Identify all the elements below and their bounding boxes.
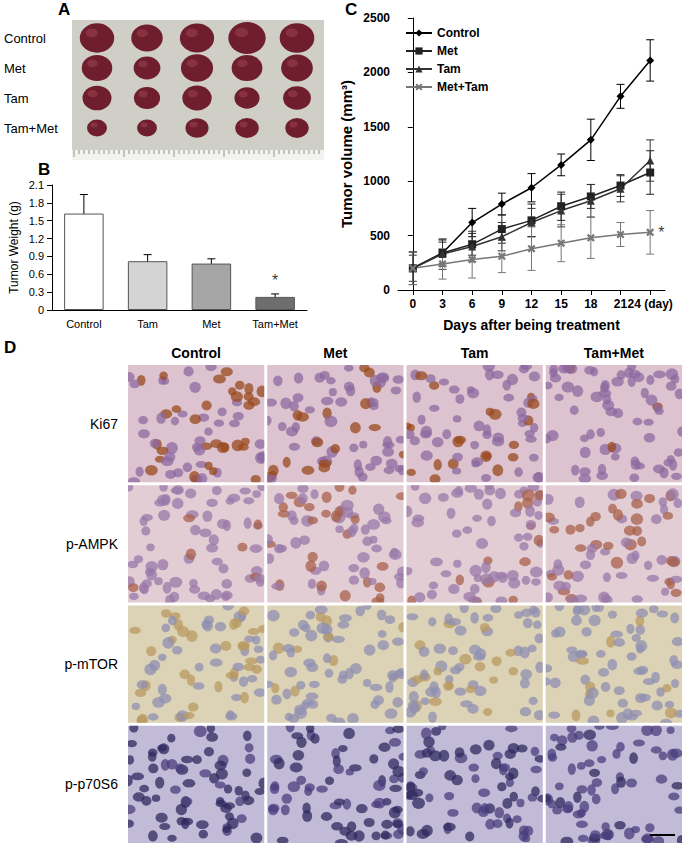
- html-text:D: D: [4, 338, 17, 357]
- svg-text:Met: Met: [4, 61, 26, 76]
- html-text:C: C: [345, 0, 358, 19]
- svg-text:Control: Control: [437, 26, 480, 40]
- svg-text:Met: Met: [202, 318, 220, 330]
- svg-text:Ki67: Ki67: [90, 416, 118, 432]
- svg-text:*: *: [272, 272, 278, 289]
- svg-text:0.3: 0.3: [29, 286, 44, 298]
- svg-text:2.1: 2.1: [29, 179, 44, 191]
- svg-text:1.8: 1.8: [29, 197, 44, 209]
- svg-text:0: 0: [383, 283, 390, 297]
- svg-text:*: *: [658, 224, 664, 241]
- svg-text:Tam+Met: Tam+Met: [252, 318, 298, 330]
- svg-text:1.5: 1.5: [29, 215, 44, 227]
- svg-text:15: 15: [554, 297, 568, 311]
- svg-text:Met+Tam: Met+Tam: [437, 80, 488, 94]
- svg-text:p-AMPK: p-AMPK: [66, 536, 119, 552]
- svg-text:500: 500: [370, 229, 390, 243]
- svg-text:1500: 1500: [363, 120, 390, 134]
- svg-text:Control: Control: [66, 318, 101, 330]
- svg-text:Tam+Met: Tam+Met: [584, 345, 644, 361]
- svg-text:1.2: 1.2: [29, 233, 44, 245]
- svg-text:Control: Control: [4, 31, 46, 46]
- svg-text:12: 12: [525, 297, 539, 311]
- svg-text:2500: 2500: [363, 11, 390, 25]
- svg-text:6: 6: [469, 297, 476, 311]
- svg-text:Met: Met: [437, 44, 458, 58]
- svg-text:0: 0: [38, 304, 44, 316]
- svg-text:Tam: Tam: [461, 345, 489, 361]
- svg-text:1000: 1000: [363, 174, 390, 188]
- svg-text:Tumor Weight (g): Tumor Weight (g): [7, 201, 21, 294]
- svg-text:Tam: Tam: [437, 62, 461, 76]
- svg-text:2000: 2000: [363, 65, 390, 79]
- html-text:B: B: [38, 160, 51, 179]
- svg-text:0.9: 0.9: [29, 250, 44, 262]
- svg-text:0: 0: [409, 297, 416, 311]
- svg-text:Met: Met: [323, 345, 347, 361]
- svg-text:18: 18: [584, 297, 598, 311]
- svg-text:3: 3: [439, 297, 446, 311]
- svg-text:24 (day): 24 (day): [627, 297, 672, 311]
- svg-text:0.6: 0.6: [29, 268, 44, 280]
- svg-text:Tam+Met: Tam+Met: [4, 121, 58, 136]
- svg-text:21: 21: [614, 297, 628, 311]
- svg-text:9: 9: [498, 297, 505, 311]
- svg-text:Tumor volume (mm³): Tumor volume (mm³): [338, 80, 355, 228]
- html-text:A: A: [58, 0, 71, 19]
- svg-text:Tam: Tam: [137, 318, 158, 330]
- svg-text:Control: Control: [171, 345, 221, 361]
- svg-text:p-p70S6: p-p70S6: [65, 776, 118, 792]
- svg-text:Days after being treatment: Days after being treatment: [443, 317, 620, 333]
- svg-text:Tam: Tam: [4, 91, 29, 106]
- svg-text:p-mTOR: p-mTOR: [65, 656, 118, 672]
